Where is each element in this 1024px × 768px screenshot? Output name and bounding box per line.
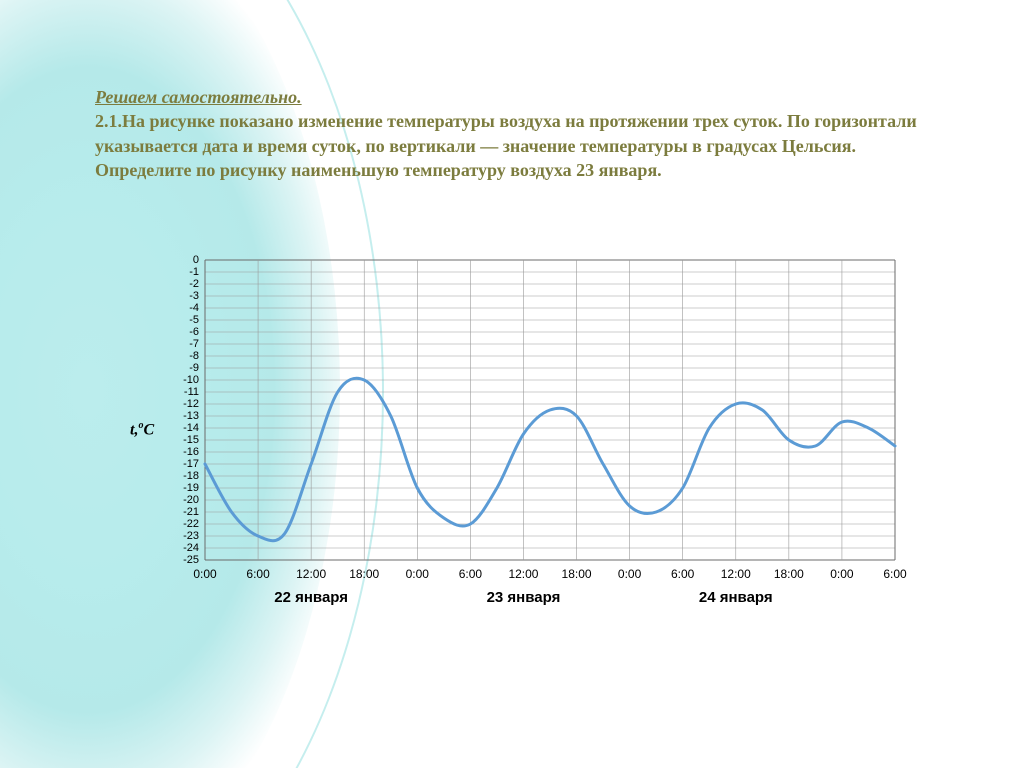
chart-svg: 0-1-2-3-4-5-6-7-8-9-10-11-12-13-14-15-16…	[130, 250, 930, 650]
x-tick-label: 0:00	[618, 567, 642, 581]
y-tick-label: -21	[183, 506, 199, 518]
y-tick-label: -10	[183, 374, 199, 386]
y-tick-label: -8	[189, 350, 199, 362]
x-tick-label: 18:00	[774, 567, 804, 581]
y-tick-label: -9	[189, 362, 199, 374]
x-date-label: 24 января	[699, 589, 773, 606]
x-tick-label: 0:00	[193, 567, 217, 581]
x-tick-label: 6:00	[883, 567, 907, 581]
temperature-chart: t,oC 0-1-2-3-4-5-6-7-8-9-10-11-12-13-14-…	[130, 250, 930, 650]
y-tick-label: -7	[189, 338, 199, 350]
heading-lead: Решаем самостоятельно.	[95, 87, 302, 107]
y-tick-label: -22	[183, 518, 199, 530]
y-tick-label: -1	[189, 266, 199, 278]
x-tick-label: 12:00	[296, 567, 326, 581]
x-tick-label: 6:00	[459, 567, 483, 581]
x-tick-label: 0:00	[830, 567, 854, 581]
y-tick-label: -3	[189, 290, 199, 302]
y-tick-label: -23	[183, 530, 199, 542]
x-date-label: 23 января	[487, 589, 561, 606]
y-tick-label: -14	[183, 422, 199, 434]
y-tick-label: -24	[183, 542, 199, 554]
y-tick-label: 0	[193, 254, 199, 266]
y-tick-label: -4	[189, 302, 199, 314]
y-tick-label: -6	[189, 326, 199, 338]
y-tick-label: -2	[189, 278, 199, 290]
heading-body: 2.1.На рисунке показано изменение темпер…	[95, 111, 917, 180]
x-date-label: 22 января	[274, 589, 348, 606]
y-tick-label: -17	[183, 458, 199, 470]
y-tick-label: -12	[183, 398, 199, 410]
x-tick-label: 0:00	[406, 567, 430, 581]
y-tick-label: -16	[183, 446, 199, 458]
temperature-line	[205, 378, 895, 541]
x-tick-label: 12:00	[721, 567, 751, 581]
y-tick-label: -18	[183, 470, 199, 482]
slide: Решаем самостоятельно. 2.1.На рисунке по…	[0, 0, 1024, 768]
y-tick-label: -11	[184, 386, 199, 398]
x-tick-label: 12:00	[508, 567, 538, 581]
y-tick-label: -25	[183, 554, 199, 566]
heading-block: Решаем самостоятельно. 2.1.На рисунке по…	[95, 85, 935, 182]
y-tick-label: -15	[183, 434, 199, 446]
x-tick-label: 18:00	[562, 567, 592, 581]
x-tick-label: 6:00	[246, 567, 270, 581]
y-tick-label: -5	[189, 314, 199, 326]
x-tick-label: 6:00	[671, 567, 695, 581]
y-tick-label: -19	[183, 482, 199, 494]
y-tick-label: -20	[183, 494, 199, 506]
y-axis-label: t,oC	[130, 420, 154, 439]
x-tick-label: 18:00	[349, 567, 379, 581]
y-tick-label: -13	[183, 410, 199, 422]
